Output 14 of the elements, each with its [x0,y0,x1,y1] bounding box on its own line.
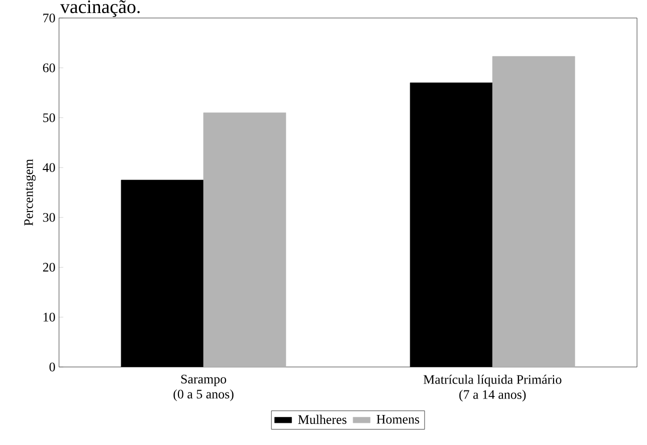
chart-title: vacinação. [60,0,140,18]
y-tick-label: 20 [43,262,55,272]
y-axis-title: Percentagem [24,159,36,226]
y-tick-label: 70 [43,14,55,22]
y-tick-label: 10 [44,312,55,322]
x-tick-label: Sarampo (0 a 5 anos) [174,374,234,402]
y-tick-label: 0 [49,362,55,372]
y-tick-label: 30 [43,213,55,222]
legend-label: Mulheres [298,414,346,424]
y-tick-label: 60 [43,63,55,72]
y-tick-label: 40 [42,163,55,172]
y-tick-label: 50 [43,113,55,122]
legend-label: Homens [376,415,420,424]
x-tick-label: Matrícula líquida Primário (7 a 14 anos) [424,374,562,402]
